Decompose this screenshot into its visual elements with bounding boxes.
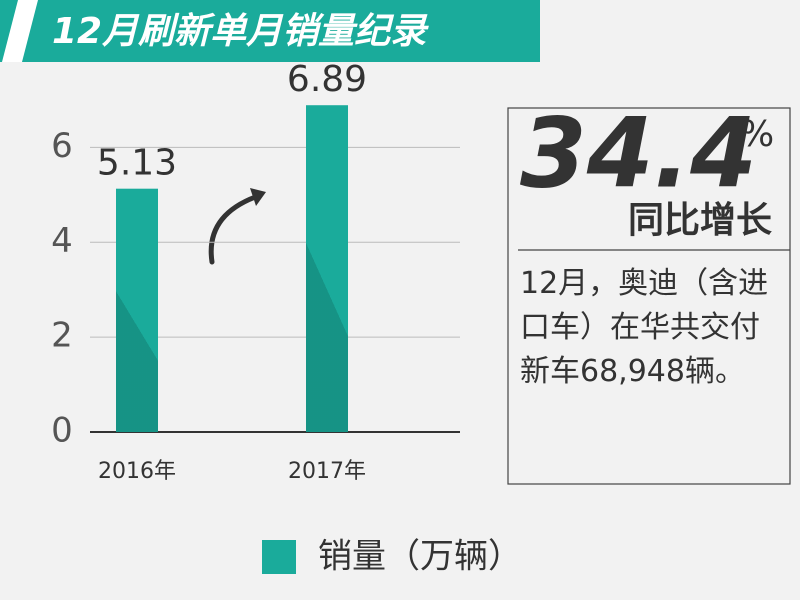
x-tick-label: 2016年 (98, 459, 176, 484)
arrow (208, 193, 261, 265)
bar-shade (306, 105, 348, 433)
chart-title: 12月刷新单月销量纪录 (52, 11, 429, 52)
callout-text: 12月，奥迪（含进口车）在华共交付新车68,948辆。 (520, 266, 769, 389)
callout-value: 34.4 (520, 97, 757, 209)
bar-shade (116, 188, 158, 432)
callout-unit: % (740, 114, 774, 155)
x-tick-label: 2017年 (288, 459, 366, 484)
arrow-head (250, 188, 266, 206)
callout-label: 同比增长 (628, 200, 772, 241)
y-tick-label: 0 (51, 411, 73, 451)
legend-swatch (262, 540, 296, 574)
header-stripe (2, 0, 38, 62)
data-label: 5.13 (97, 143, 177, 184)
header-bar (0, 0, 540, 62)
y-tick-label: 6 (51, 126, 73, 166)
y-tick-label: 4 (51, 221, 73, 261)
callout-box (507, 107, 791, 485)
y-tick-label: 2 (51, 316, 73, 356)
data-label: 6.89 (287, 59, 367, 100)
legend-label: 销量（万辆） (318, 537, 522, 577)
